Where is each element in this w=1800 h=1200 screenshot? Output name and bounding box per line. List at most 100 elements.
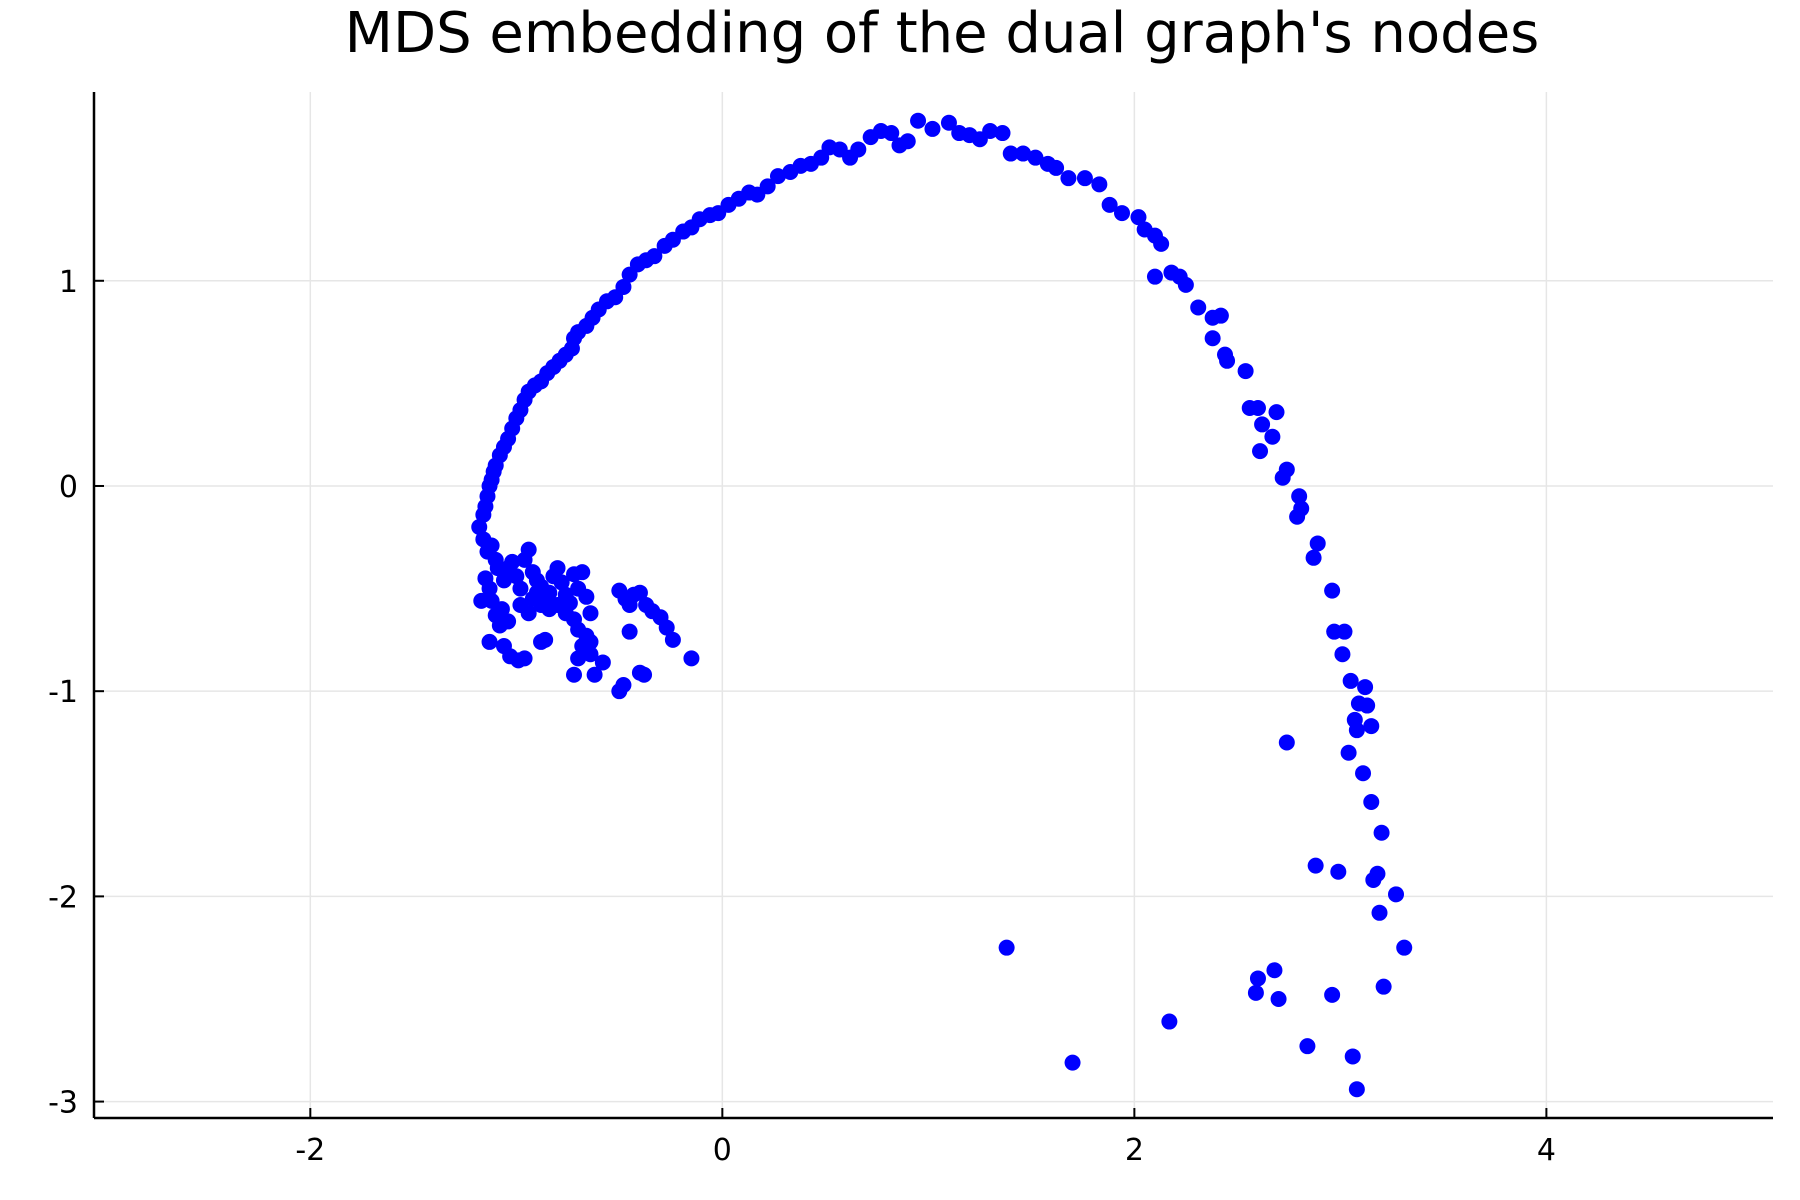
data-point <box>500 613 517 630</box>
data-point <box>1363 718 1380 735</box>
data-point <box>1336 623 1353 640</box>
y-tick-label: -1 <box>48 675 78 710</box>
data-point <box>570 650 587 667</box>
data-point <box>1091 176 1108 193</box>
data-point <box>910 112 927 129</box>
data-point <box>1340 744 1357 761</box>
data-point <box>1130 209 1147 226</box>
data-point <box>481 580 498 597</box>
data-point <box>924 120 941 137</box>
x-ticks: -2 0 2 4 <box>295 1108 1556 1168</box>
data-point <box>1334 646 1351 663</box>
data-point <box>1363 793 1380 810</box>
data-point <box>549 560 566 577</box>
data-point <box>504 553 521 570</box>
data-point <box>483 537 500 554</box>
data-point <box>769 168 786 185</box>
data-point <box>1219 352 1236 369</box>
data-point <box>495 572 512 589</box>
data-point <box>1254 416 1271 433</box>
data-point <box>1324 582 1341 599</box>
data-point <box>566 666 583 683</box>
data-point <box>883 125 900 142</box>
data-point <box>1355 765 1372 782</box>
data-point <box>1348 1081 1365 1098</box>
data-point <box>621 623 638 640</box>
data-point <box>508 568 525 585</box>
data-point <box>1330 863 1347 880</box>
data-point <box>759 178 776 195</box>
data-point <box>1015 145 1032 162</box>
data-point <box>495 638 512 655</box>
data-point <box>481 633 498 650</box>
data-point <box>1064 1054 1081 1071</box>
y-tick-label: 1 <box>59 265 78 300</box>
data-point <box>615 677 632 694</box>
data-point <box>533 633 550 650</box>
data-point <box>1212 307 1229 324</box>
data-point <box>1309 535 1326 552</box>
data-point <box>1369 865 1386 882</box>
data-point <box>1027 149 1044 166</box>
x-tick-label: 2 <box>1125 1133 1144 1168</box>
data-point <box>1270 990 1287 1007</box>
data-point <box>1299 1038 1316 1055</box>
y-tick-label: -2 <box>48 880 78 915</box>
data-point <box>940 114 957 131</box>
data-point <box>1359 697 1376 714</box>
data-point <box>1101 196 1118 213</box>
data-point <box>998 939 1015 956</box>
data-point <box>1289 508 1306 525</box>
data-point <box>982 122 999 139</box>
data-point <box>1204 330 1221 347</box>
data-point <box>1396 939 1413 956</box>
data-point <box>1048 159 1065 176</box>
data-point <box>1161 1013 1178 1030</box>
data-point <box>1307 857 1324 874</box>
data-point <box>1249 400 1266 417</box>
data-point <box>1266 962 1283 979</box>
data-point <box>541 584 558 601</box>
y-tick-label: 0 <box>59 470 78 505</box>
data-point <box>1278 734 1295 751</box>
y-ticks: 1 0 -1 -2 -3 <box>48 265 104 1121</box>
data-point <box>578 588 595 605</box>
data-point <box>1357 679 1374 696</box>
data-point <box>615 278 632 295</box>
data-point <box>1249 970 1266 987</box>
data-point <box>1344 1048 1361 1065</box>
data-point <box>1371 904 1388 921</box>
data-point <box>574 564 591 581</box>
data-point <box>533 597 550 613</box>
data-point <box>1348 722 1365 739</box>
data-point <box>1252 443 1269 460</box>
data-point <box>1060 170 1077 187</box>
data-point <box>512 580 529 597</box>
data-point <box>1237 363 1254 380</box>
data-point <box>586 666 603 683</box>
data-point <box>664 631 681 648</box>
y-tick-label: -3 <box>48 1086 78 1121</box>
data-point <box>1387 886 1404 903</box>
data-point <box>1177 276 1194 293</box>
data-point <box>1002 145 1019 162</box>
data-point <box>994 125 1011 142</box>
data-point <box>1268 404 1285 421</box>
data-point <box>594 654 611 671</box>
data-point <box>658 619 675 636</box>
data-point <box>1291 488 1308 505</box>
y-gridlines <box>94 280 1773 1103</box>
data-point <box>1324 986 1341 1003</box>
data-point <box>1146 268 1163 285</box>
data-point <box>1153 235 1170 252</box>
data-point <box>1190 299 1207 316</box>
data-point <box>471 519 488 536</box>
data-point <box>1373 824 1390 841</box>
data-point <box>557 605 574 622</box>
data-point <box>520 541 537 558</box>
data-point <box>528 572 545 589</box>
data-point <box>493 601 510 618</box>
data-point <box>582 605 599 622</box>
data-point <box>636 666 653 683</box>
